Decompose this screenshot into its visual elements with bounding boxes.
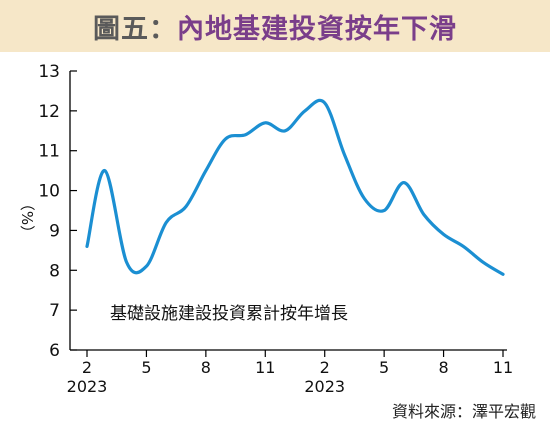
x-tick-label: 11 (255, 358, 275, 377)
y-axis-label: （%） (18, 196, 36, 240)
x-tick-label: 2 (82, 358, 92, 377)
y-tick-label: 11 (38, 142, 60, 162)
x-tick-label: 8 (438, 358, 448, 377)
legend-label: 基礎設施建設投資累計按年增長 (110, 304, 348, 324)
x-tick-label: 8 (201, 358, 211, 377)
x-tick-label: 5 (141, 358, 151, 377)
figure-label: 圖五： (93, 13, 177, 45)
y-tick-label: 12 (38, 102, 60, 122)
x-tick-label: 5 (379, 358, 389, 377)
x-tick-year-label: 2023 (67, 377, 108, 396)
chart-title: 內地基建投資按年下滑 (177, 13, 457, 45)
source-note: 資料來源：澤平宏觀 (391, 402, 536, 421)
series-line (85, 98, 505, 276)
y-tick-label: 6 (49, 341, 60, 361)
y-tick-label: 9 (49, 221, 60, 241)
y-tick-label: 13 (38, 62, 60, 82)
x-tick-year-label: 2023 (304, 377, 345, 396)
x-tick-label: 2 (320, 358, 330, 377)
y-tick-label: 8 (49, 261, 60, 281)
x-tick-label: 11 (493, 358, 513, 377)
y-tick-label: 10 (38, 182, 60, 202)
y-tick-label: 7 (49, 301, 60, 321)
chart-title-bar: 圖五： 內地基建投資按年下滑 (0, 0, 550, 52)
